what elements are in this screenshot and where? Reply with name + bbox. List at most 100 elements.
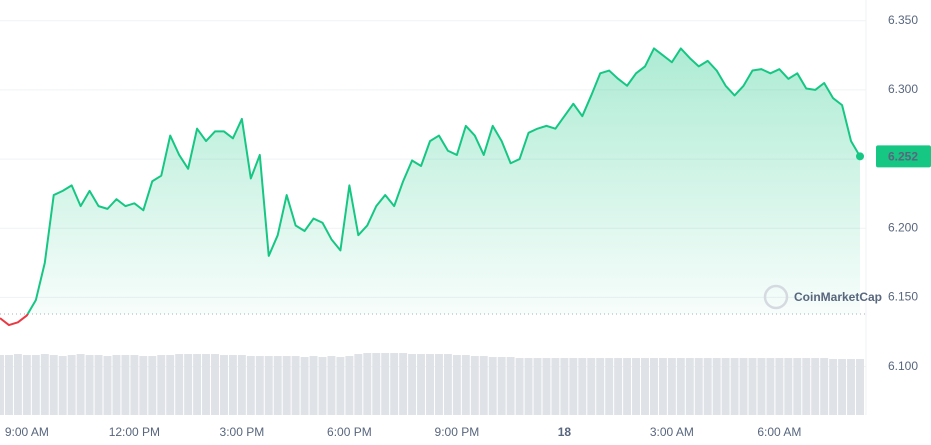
volume-bar [13,354,22,415]
volume-bar [184,354,193,415]
volume-bar [775,358,784,415]
volume-bar [363,353,372,415]
volume-bar [166,355,175,415]
volume-bar [434,354,443,415]
x-tick-label: 6:00 AM [757,425,801,439]
volume-bar [148,356,157,415]
volume-bar [676,358,685,415]
volume-bar [757,358,766,415]
volume-bar [578,358,587,415]
volume-bar [470,356,479,415]
volume-bar [58,356,67,415]
volume-bar [712,358,721,415]
volume-bar [211,354,219,415]
volume-bar [829,359,838,415]
volume-bar [658,358,667,415]
volume-bar [85,355,94,415]
volume-bar [327,356,336,415]
x-tick-label: 3:00 PM [220,425,265,439]
volume-bar [372,353,381,415]
volume-bar [703,358,712,415]
x-tick-label: 9:00 PM [435,425,480,439]
volume-bar [748,358,757,415]
volume-bar [255,356,264,415]
volume-bar [40,354,49,415]
volume-bar [605,358,614,415]
volume-bar [793,358,802,415]
y-tick-label: 6.150 [888,290,918,304]
price-badge [876,145,931,168]
volume-bar [452,355,461,415]
y-tick-label: 6.350 [888,13,918,27]
volume-bar [524,358,533,415]
volume-bar [309,356,318,415]
volume-bar [121,355,130,415]
volume-bar [345,356,354,415]
volume-bar [811,358,820,415]
volume-bar [300,357,309,415]
volume-bar [219,355,228,415]
volume-bar [31,355,40,415]
volume-bar [560,358,569,415]
volume-bar [202,354,211,415]
volume-bar [76,354,85,415]
volume-bar [694,358,703,415]
volume-bar [426,354,434,415]
volume-bar [0,355,4,415]
volume-bar [237,355,246,415]
volume-bar [641,358,649,415]
volume-bar [390,353,399,415]
volume-bar [318,357,327,415]
volume-bar [623,358,632,415]
volume-bar [649,358,658,415]
volume-bar [246,356,255,415]
volume-bar [139,356,148,415]
x-tick-label: 18 [558,425,572,439]
volume-bar [533,358,542,415]
volume-bar [820,358,829,415]
volume-bar [103,356,112,415]
price-badge-label: 6.252 [888,149,918,163]
volume-bar [381,353,390,415]
volume-bar [847,359,856,415]
volume-bar [685,358,694,415]
volume-bar [856,359,864,415]
y-tick-label: 6.200 [888,220,918,234]
x-tick-label: 9:00 AM [5,425,49,439]
volume-bar [497,357,506,415]
price-area [27,48,860,315]
x-tick-label: 12:00 PM [109,425,160,439]
volume-bar [49,355,58,415]
volume-bar [488,357,497,415]
volume-bar [587,358,596,415]
volume-bar [784,358,793,415]
volume-bar [4,355,13,415]
volume-bar [94,355,103,415]
last-point [856,152,864,161]
volume-bar [551,358,560,415]
volume-bar [730,358,739,415]
volume-bar [632,358,641,415]
watermark: CoinMarketCap [794,290,882,304]
volume-bar [739,358,748,415]
volume-bar [336,357,345,415]
y-tick-label: 6.100 [888,359,918,373]
volume-bar [614,358,623,415]
volume-bar [408,354,417,415]
volume-bar [443,354,452,415]
volume-bar [112,355,121,415]
volume-bar [228,355,237,415]
volume-bar [838,359,847,415]
volume-bar [282,356,291,415]
volume-bar [157,355,166,415]
volume-bar [461,355,470,415]
volume-bar [22,355,31,415]
volume-bar [479,356,488,415]
volume-bar [721,358,730,415]
y-tick-label: 6.300 [888,82,918,96]
volume-bar [291,356,300,415]
x-tick-label: 6:00 PM [327,425,372,439]
volume-bar [399,353,408,415]
volume-bar [193,354,202,415]
